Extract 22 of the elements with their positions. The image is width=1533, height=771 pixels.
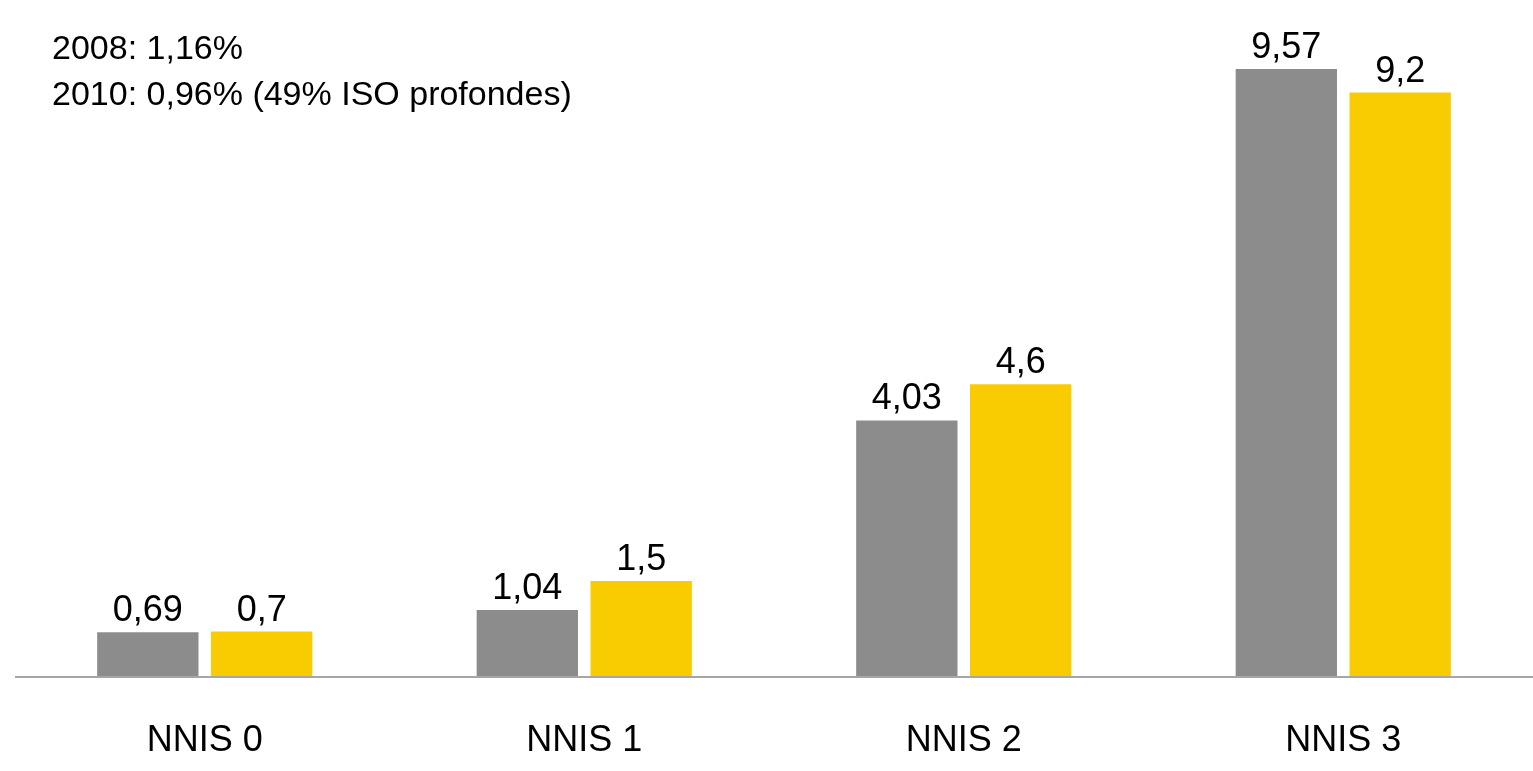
- bar: [1235, 69, 1337, 676]
- bar: [1349, 92, 1451, 676]
- text: 2008: 1,16%: [52, 28, 243, 66]
- data-label: 9,2: [1375, 48, 1426, 90]
- data-label: 4,6: [995, 340, 1046, 382]
- bar: [211, 631, 313, 676]
- x-tick-label: NNIS 0: [146, 718, 263, 760]
- data-label: 9,57: [1251, 25, 1322, 67]
- bar: [476, 610, 578, 676]
- annotation: 2010: 0,96% (49% ISO profondes): [52, 74, 572, 112]
- data-label: 1,04: [492, 566, 563, 608]
- x-tick-label: NNIS 3: [1285, 718, 1402, 760]
- data-label: 4,03: [871, 376, 942, 418]
- bar: [970, 384, 1072, 676]
- data-label: 0,7: [236, 587, 287, 629]
- bar: [590, 580, 692, 676]
- bar: [97, 632, 199, 676]
- x-tick-label: NNIS 1: [526, 718, 643, 760]
- data-label: 0,69: [112, 588, 183, 630]
- x-tick-label: NNIS 2: [905, 718, 1022, 760]
- data-label: 1,5: [616, 536, 667, 578]
- bar: [856, 420, 958, 676]
